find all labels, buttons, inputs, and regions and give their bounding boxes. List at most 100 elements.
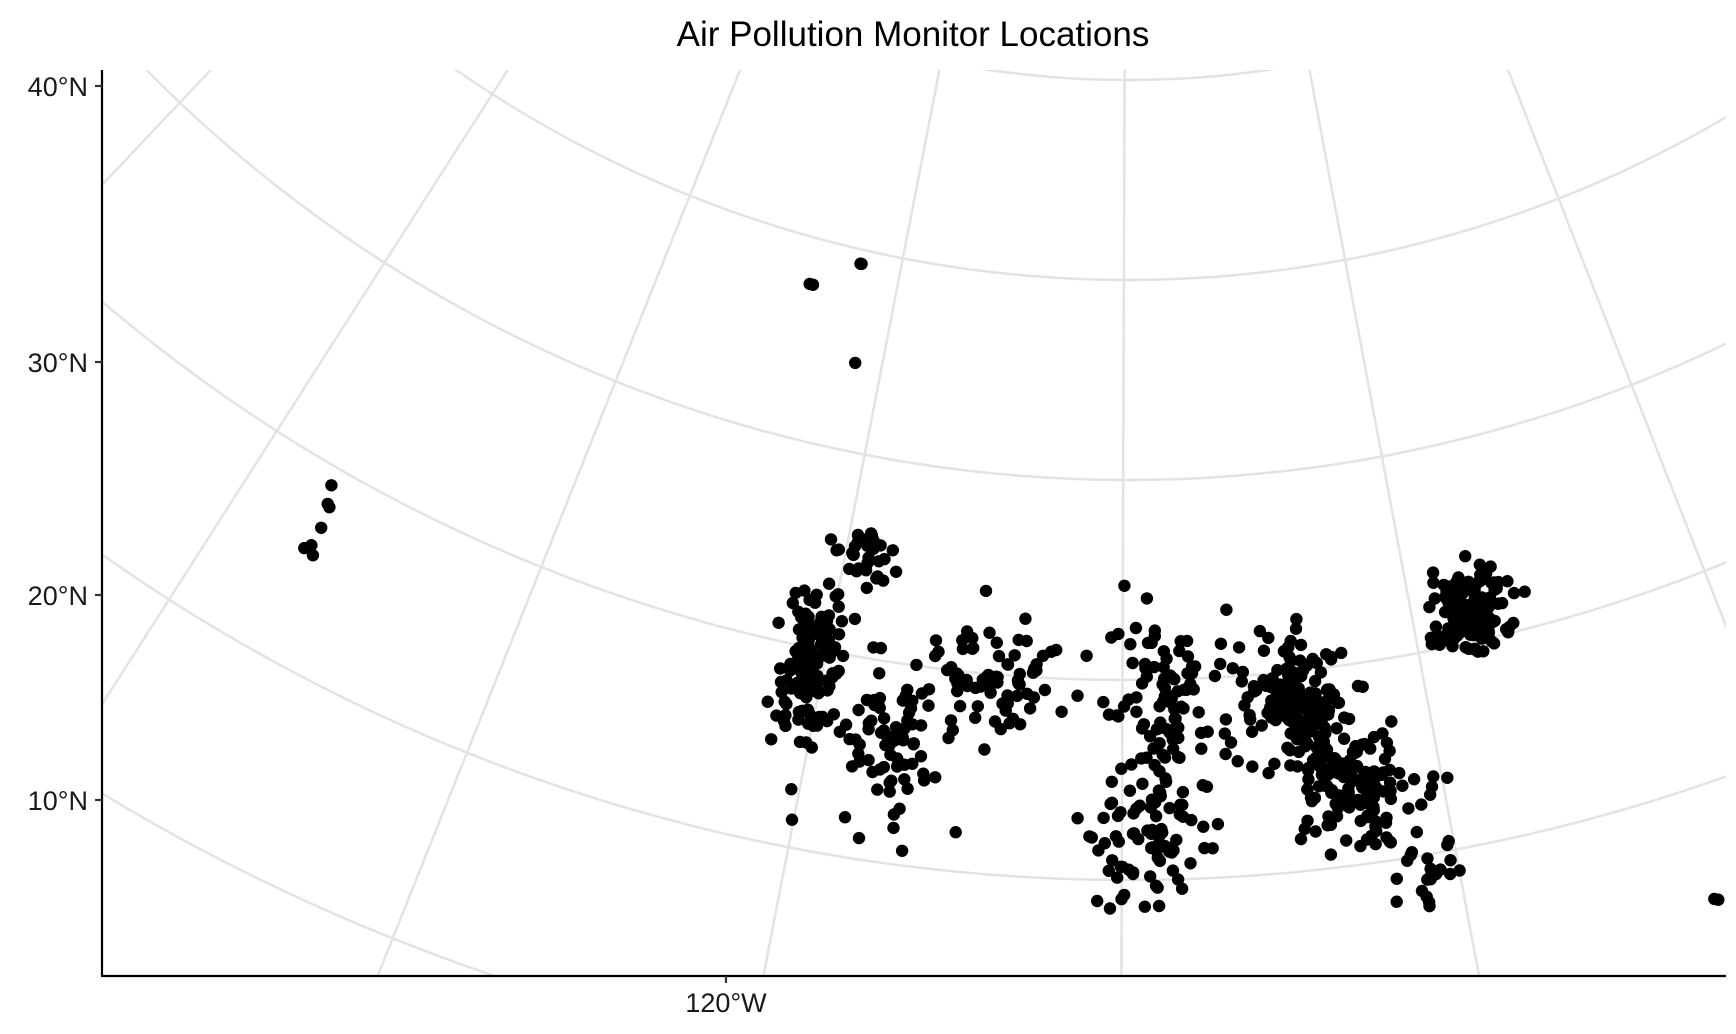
monitor-point: [1010, 689, 1024, 703]
monitor-point: [1112, 835, 1126, 848]
monitor-point: [1126, 656, 1139, 670]
monitor-point: [1219, 713, 1233, 726]
monitor-point: [325, 479, 338, 492]
monitor-point: [1036, 649, 1050, 662]
monitor-point: [1201, 725, 1214, 738]
monitor-point: [860, 581, 873, 595]
monitor-point: [848, 612, 862, 626]
monitor-point: [1001, 658, 1015, 671]
monitor-point: [1301, 783, 1314, 796]
monitor-point: [1255, 719, 1268, 732]
monitor-point: [1125, 758, 1138, 771]
monitor-point: [1315, 768, 1329, 781]
monitor-point: [1324, 848, 1338, 861]
monitor-point: [1317, 751, 1330, 764]
monitor-point: [1284, 634, 1297, 648]
monitor-point: [901, 683, 914, 696]
monitor-point: [315, 521, 328, 534]
monitor-point: [839, 718, 853, 731]
monitor-point: [883, 785, 896, 798]
monitor-point: [1393, 766, 1406, 780]
monitor-point: [1148, 758, 1161, 772]
monitor-point: [1308, 791, 1322, 805]
monitor-point: [1158, 751, 1172, 764]
monitor-point: [1158, 672, 1171, 685]
monitor-point: [1302, 773, 1315, 786]
monitor-point: [1020, 687, 1034, 700]
monitor-point: [1350, 759, 1364, 773]
monitor-point: [765, 733, 778, 746]
monitor-point: [1148, 796, 1162, 809]
monitor-point: [893, 802, 906, 815]
monitor-point: [779, 719, 792, 733]
monitor-point: [1085, 831, 1099, 844]
monitor-point: [1241, 691, 1254, 704]
monitor-point: [1459, 598, 1473, 612]
monitor-point: [1355, 738, 1369, 751]
monitor-point: [1446, 640, 1459, 653]
monitor-point: [779, 709, 792, 722]
monitor-point: [1290, 701, 1304, 715]
monitor-point: [1480, 597, 1493, 611]
monitor-point: [1427, 576, 1440, 589]
monitor-point: [1262, 631, 1275, 645]
monitor-point: [1144, 870, 1157, 883]
monitor-point: [1266, 696, 1279, 709]
monitor-point: [1176, 798, 1189, 812]
monitor-point: [1473, 558, 1487, 571]
monitor-point: [990, 636, 1003, 649]
monitor-point: [836, 649, 850, 663]
monitor-point: [1130, 691, 1143, 704]
monitor-point: [1208, 669, 1222, 683]
parallel-gridline: [979, 70, 1277, 82]
monitor-point: [1253, 624, 1267, 638]
monitor-point: [1226, 662, 1240, 675]
monitor-point: [886, 544, 899, 557]
monitor-point: [1338, 711, 1351, 724]
monitor-point: [915, 687, 929, 700]
monitor-point: [1330, 722, 1343, 735]
meridian-gridline: [1120, 70, 1126, 976]
monitor-point: [1135, 677, 1149, 690]
monitor-point: [1484, 560, 1497, 573]
monitor-point: [1480, 615, 1494, 628]
monitor-point: [862, 753, 875, 767]
monitor-point: [942, 731, 955, 745]
monitor-point: [1462, 575, 1475, 588]
monitor-point: [843, 732, 856, 746]
monitor-point: [1369, 820, 1382, 833]
monitor-point: [1187, 683, 1200, 696]
monitor-point: [910, 658, 923, 672]
monitor-point: [1444, 854, 1457, 867]
monitor-point: [1149, 809, 1163, 823]
monitor-point: [798, 584, 811, 597]
monitor-point: [1104, 797, 1117, 811]
monitor-point: [770, 709, 783, 722]
y-tick-label: 30°N: [28, 348, 88, 378]
monitor-point: [1327, 688, 1341, 701]
monitor-point: [953, 699, 967, 713]
monitor-point: [969, 711, 982, 724]
monitor-point: [1118, 579, 1131, 592]
monitor-point: [859, 564, 873, 577]
monitor-point: [775, 685, 788, 699]
monitor-point: [1246, 760, 1259, 773]
monitor-point: [1174, 700, 1188, 713]
monitor-point: [891, 752, 904, 765]
monitor-point: [802, 676, 816, 689]
monitor-point: [1441, 838, 1454, 852]
monitor-point: [1023, 702, 1037, 715]
monitor-point: [1268, 757, 1281, 770]
monitor-point: [1214, 657, 1227, 671]
monitor-point: [1340, 834, 1353, 847]
monitor-point: [1080, 649, 1093, 662]
monitor-point: [867, 641, 880, 654]
monitor-point: [1028, 662, 1041, 676]
y-tick-label: 10°N: [28, 786, 88, 816]
monitor-point: [1424, 873, 1437, 886]
monitor-point: [785, 783, 798, 796]
monitor-point: [826, 645, 839, 658]
monitor-point: [1485, 635, 1498, 648]
axis-ticks: 40°N 30°N 20°N 10°N 120°W: [28, 72, 768, 1018]
